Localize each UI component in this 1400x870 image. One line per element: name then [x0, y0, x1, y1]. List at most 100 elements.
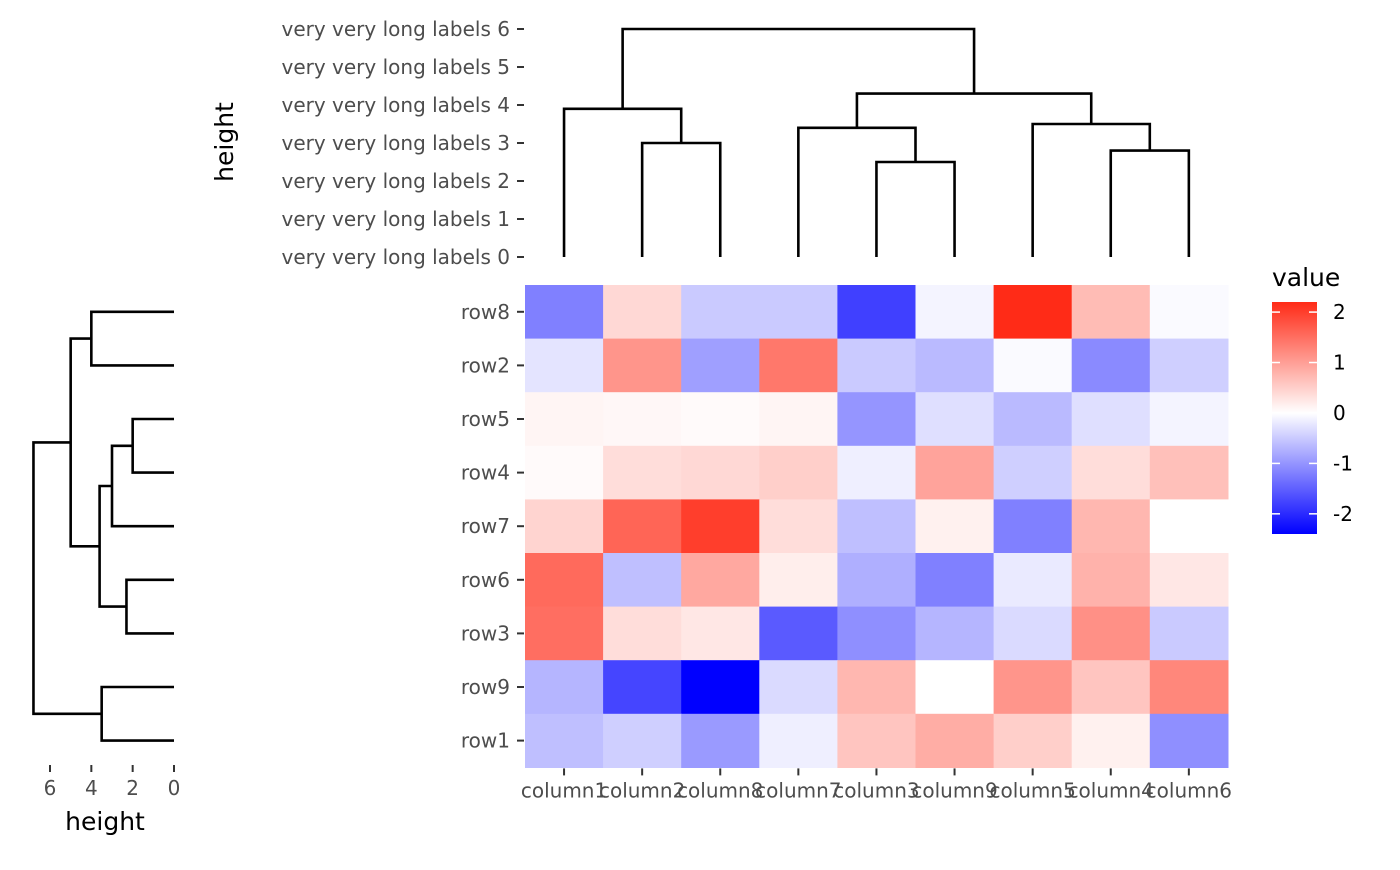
heatmap-cell-row8-column9 [915, 285, 995, 340]
row-dendrogram-tick-label: 2 [126, 776, 139, 800]
heatmap-cell-row7-column1 [525, 499, 604, 554]
column-dendrogram-tick-label: very very long labels 2 [281, 169, 510, 193]
row-dendrogram-tick-label: 6 [44, 776, 57, 800]
heatmap-cell-row1-column7 [759, 713, 838, 768]
row-dendrogram-branch [125, 578, 174, 635]
heatmap-cell-row9-column6 [1149, 660, 1229, 715]
row-dendrogram-axis-title: height [65, 807, 145, 836]
heatmap-cell-row5-column4 [1071, 392, 1151, 447]
heatmap-cell-row2-column5 [993, 338, 1073, 393]
column-dendrogram-axis: very very long labels 0 very very long la… [281, 17, 524, 269]
heatmap-cell-row7-column5 [993, 499, 1073, 554]
heatmap-cell-row8-column4 [1071, 285, 1151, 340]
heatmap-cell-row4-column4 [1071, 445, 1151, 500]
row-label-row3: row3 [461, 621, 510, 645]
heatmap-cell-row4-column6 [1149, 445, 1229, 500]
row-axis: row8 row2 row5 row4 row7 row6 row3 row9 row1 [461, 300, 524, 753]
heatmap-cell-row7-column2 [603, 499, 682, 554]
heatmap-cell-row8-column2 [603, 285, 682, 340]
heatmap-cell-row9-column7 [759, 660, 838, 715]
heatmap-cell-row2-column3 [837, 338, 917, 393]
column-axis: column1column2column8column7column3colum… [521, 768, 1232, 802]
heatmap-cell-row9-column3 [837, 660, 917, 715]
column-dendrogram-tick-label: very very long labels 4 [281, 93, 510, 117]
column-dendrogram-axis-title: height [210, 102, 239, 182]
heatmap-cell-row9-column5 [993, 660, 1073, 715]
heatmap-cell-row3-column1 [525, 606, 604, 661]
heatmap-cell-row7-column9 [915, 499, 995, 554]
heatmap-cell-row6-column3 [837, 553, 917, 608]
heatmap-cell-row9-column9 [915, 660, 995, 715]
heatmap-cell-row8-column5 [993, 285, 1073, 340]
heatmap-cell-row7-column8 [681, 499, 760, 554]
legend-tick-label: 0 [1333, 401, 1346, 425]
heatmap-cell-row4-column9 [915, 445, 995, 500]
row-dendrogram [32, 310, 174, 742]
heatmap-cell-row3-column7 [759, 606, 838, 661]
heatmap-cell-row7-column4 [1071, 499, 1151, 554]
heatmap-cell-row5-column9 [915, 392, 995, 447]
column-label-column4: column4 [1068, 778, 1154, 802]
heatmap-cell-row3-column4 [1071, 606, 1151, 661]
heatmap-cell-row3-column8 [681, 606, 760, 661]
heatmap-cell-row2-column4 [1071, 338, 1151, 393]
column-dendrogram-branch [1031, 122, 1152, 257]
heatmap-cell-row3-column2 [603, 606, 682, 661]
heatmap-cell-row4-column2 [603, 445, 682, 500]
heatmap-cell-row9-column8 [681, 660, 760, 715]
heatmap-cell-row4-column5 [993, 445, 1073, 500]
column-label-column7: column7 [755, 778, 841, 802]
heatmap-cell-row6-column2 [603, 553, 682, 608]
heatmap-cell-row8-column8 [681, 285, 760, 340]
heatmap-cell-row7-column7 [759, 499, 838, 554]
row-dendrogram-branch [110, 444, 174, 528]
column-dendrogram-branch [562, 107, 683, 257]
row-dendrogram-branch [131, 417, 174, 474]
column-label-column6: column6 [1146, 778, 1232, 802]
heatmap-cell-row6-column8 [681, 553, 760, 608]
heatmap-cell-row1-column9 [915, 713, 995, 768]
heatmap-cell-row2-column1 [525, 338, 604, 393]
column-label-column2: column2 [599, 778, 685, 802]
heatmap-cell-row8-column6 [1149, 285, 1229, 340]
heatmap-cell-row6-column4 [1071, 553, 1151, 608]
heatmap-cell-row6-column6 [1149, 553, 1229, 608]
column-dendrogram-tick-label: very very long labels 0 [281, 245, 510, 269]
heatmap-cell-row5-column2 [603, 392, 682, 447]
heatmap-cell-row5-column6 [1149, 392, 1229, 447]
row-dendrogram-tick-label: 4 [85, 776, 98, 800]
row-label-row6: row6 [461, 568, 510, 592]
row-label-row7: row7 [461, 514, 510, 538]
heatmap-cell-row1-column3 [837, 713, 917, 768]
legend-tick-label: 2 [1333, 300, 1346, 324]
legend-colorbar [1272, 302, 1317, 534]
heatmap-cell-row1-column2 [603, 713, 682, 768]
heatmap-cell-row9-column2 [603, 660, 682, 715]
heatmap-cell-row2-column6 [1149, 338, 1229, 393]
column-label-column3: column3 [833, 778, 919, 802]
legend-tick-label: 1 [1333, 351, 1346, 375]
legend-ticks: 2 1 0 -1 -2 [1272, 300, 1353, 526]
row-dendrogram-tick-label: 0 [168, 776, 181, 800]
heatmap-cell-row6-column1 [525, 553, 604, 608]
heatmap-cell-row8-column3 [837, 285, 917, 340]
column-dendrogram-tick-label: very very long labels 1 [281, 207, 510, 231]
row-label-row2: row2 [461, 353, 510, 377]
heatmap-cell-row3-column6 [1149, 606, 1229, 661]
column-dendrogram-branch [855, 92, 1093, 128]
row-label-row4: row4 [461, 461, 510, 485]
column-dendrogram-branch [621, 27, 976, 109]
column-dendrogram-branch [640, 141, 722, 257]
heatmap-cell-row5-column7 [759, 392, 838, 447]
column-label-column8: column8 [677, 778, 763, 802]
heatmap-cell-row1-column5 [993, 713, 1073, 768]
heatmap-cell-row3-column5 [993, 606, 1073, 661]
heatmap-cell-row5-column5 [993, 392, 1073, 447]
heatmap-cell-row4-column3 [837, 445, 917, 500]
column-dendrogram-branch [875, 160, 956, 257]
column-dendrogram-tick-label: very very long labels 5 [281, 55, 510, 79]
heatmap-cell-row4-column1 [525, 445, 604, 500]
column-dendrogram-branch [1109, 149, 1191, 257]
row-label-row9: row9 [461, 675, 510, 699]
